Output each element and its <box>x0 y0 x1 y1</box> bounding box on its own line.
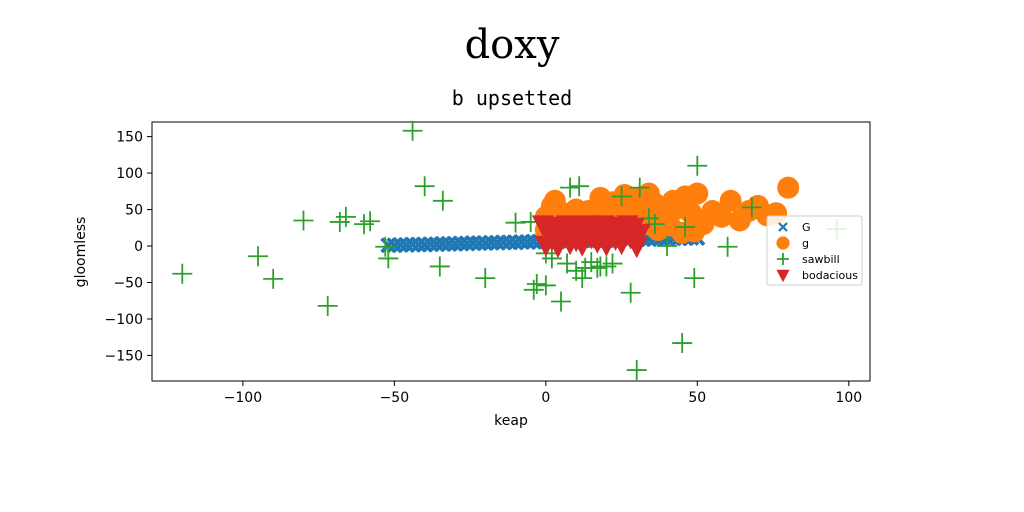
legend-label: bodacious <box>802 269 858 282</box>
data-point <box>611 186 632 207</box>
data-point <box>526 273 547 294</box>
data-point <box>587 257 608 278</box>
data-point <box>293 210 314 231</box>
data-point <box>620 282 641 303</box>
data-point <box>475 268 496 289</box>
data-point <box>402 120 423 141</box>
legend-marker <box>776 269 790 283</box>
x-axis-label: keap <box>494 413 528 429</box>
data-point <box>360 211 381 232</box>
x-tick-label: 50 <box>688 390 706 406</box>
legend-frame <box>766 215 863 286</box>
data-point <box>248 246 269 267</box>
data-point <box>777 176 800 199</box>
y-tick-label: 100 <box>116 166 143 182</box>
data-point <box>626 360 647 381</box>
data-point <box>596 256 617 277</box>
y-tick-label: −100 <box>105 312 143 328</box>
data-point <box>432 190 453 211</box>
data-point <box>687 155 708 176</box>
series-layer <box>172 120 847 381</box>
y-tick-label: 0 <box>134 239 143 255</box>
x-axis: −100 −50 0 50 100 <box>224 381 862 406</box>
data-point <box>602 253 623 274</box>
plot-area-frame <box>151 121 871 382</box>
y-tick-label: 50 <box>125 203 143 219</box>
data-point <box>335 206 356 227</box>
data-point <box>375 236 396 257</box>
data-point <box>581 252 602 273</box>
legend-label: sawbill <box>802 253 840 266</box>
data-point <box>683 220 706 243</box>
data-point <box>629 177 650 198</box>
data-point <box>535 275 556 296</box>
legend-marker <box>777 253 789 265</box>
figure-suptitle: doxy <box>464 22 560 68</box>
data-point <box>675 217 696 238</box>
chart-title: b upsetted <box>451 86 573 110</box>
data-point <box>263 268 284 289</box>
data-point <box>172 263 193 284</box>
data-point <box>354 214 375 235</box>
data-point <box>625 237 648 259</box>
data-point <box>741 197 762 218</box>
data-point <box>541 248 562 269</box>
data-point <box>329 211 350 232</box>
data-point <box>550 291 571 312</box>
data-point <box>569 176 590 197</box>
data-point <box>414 176 435 197</box>
data-point <box>523 279 544 300</box>
y-tick-label: 150 <box>116 130 143 146</box>
data-point <box>317 295 338 316</box>
legend-label: G <box>802 221 811 234</box>
y-tick-label: −150 <box>105 348 143 364</box>
data-point <box>684 268 705 289</box>
data-point <box>628 224 651 245</box>
legend-label: g <box>802 237 809 250</box>
data-point <box>560 177 581 198</box>
y-axis-label: gloomless <box>73 217 89 288</box>
y-axis: −150 −100 −50 0 50 100 150 <box>105 130 152 364</box>
x-tick-label: −50 <box>380 390 410 406</box>
data-point <box>543 189 566 212</box>
data-point <box>719 189 742 212</box>
series-bodacious <box>531 215 651 259</box>
x-tick-label: 100 <box>835 390 862 406</box>
series-sawbill <box>172 120 847 381</box>
y-tick-label: −50 <box>113 276 143 292</box>
data-point <box>657 236 678 257</box>
data-point <box>378 248 399 269</box>
x-tick-label: 0 <box>541 390 550 406</box>
data-point <box>572 268 593 289</box>
data-point <box>717 236 738 257</box>
legend: Gg sawbill bodacious <box>766 215 863 286</box>
x-tick-label: −100 <box>224 390 262 406</box>
legend-marker <box>778 222 788 232</box>
data-point <box>672 333 693 354</box>
legend-marker <box>776 236 790 250</box>
data-point <box>429 256 450 277</box>
data-point <box>686 182 709 205</box>
data-point <box>710 205 733 228</box>
